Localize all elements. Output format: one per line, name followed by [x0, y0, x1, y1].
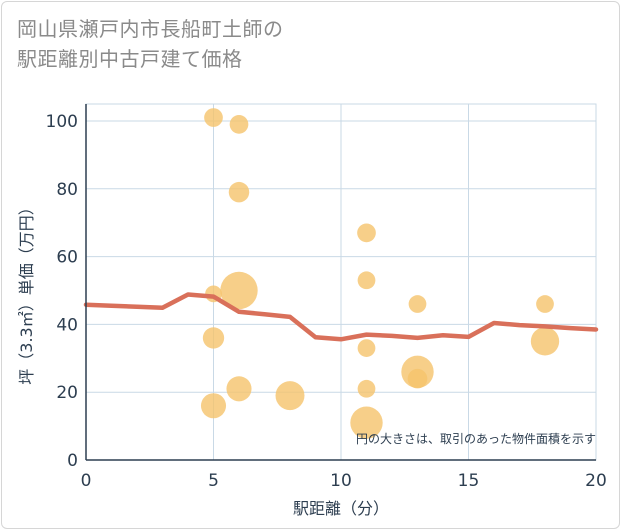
y-axis-title: 坪（3.3㎡）単価（万円）	[17, 199, 36, 384]
x-tick-label: 0	[81, 471, 92, 491]
data-point	[357, 339, 376, 357]
data-point	[275, 381, 305, 411]
x-axis-title: 駅距離（分）	[293, 499, 389, 518]
axes	[85, 104, 596, 461]
y-tick-label: 100	[46, 112, 78, 132]
data-point	[407, 368, 428, 389]
grid-lines	[85, 103, 597, 461]
tick-labels: 0 20 40 60 80 100 0 5 10 15 20	[46, 112, 607, 491]
data-point	[408, 295, 427, 313]
data-point	[357, 223, 376, 243]
chart-title: 岡山県瀬戸内市長船町土師の 駅距離別中古戸建て価格	[17, 14, 597, 74]
chart-title-line-2: 駅距離別中古戸建て価格	[17, 47, 243, 71]
chart-title-line-1: 岡山県瀬戸内市長船町土師の	[17, 17, 284, 41]
x-tick-label: 5	[208, 471, 219, 491]
data-point	[220, 271, 258, 310]
bubble-layer	[200, 108, 560, 439]
data-point	[357, 379, 376, 398]
trend-line-layer	[83, 292, 599, 342]
data-point	[200, 393, 227, 419]
y-tick-label: 80	[56, 180, 78, 200]
y-tick-label: 20	[56, 383, 78, 403]
x-tick-label: 15	[458, 471, 480, 491]
x-tick-label: 10	[330, 471, 352, 491]
data-point	[204, 108, 223, 127]
size-annotation: 円の大きさは、取引のあった物件面積を示す	[356, 431, 596, 446]
data-point	[350, 406, 383, 439]
data-point	[202, 327, 225, 349]
data-point	[530, 327, 560, 356]
data-point	[229, 114, 249, 134]
data-point	[226, 376, 252, 402]
y-tick-label: 60	[56, 248, 78, 268]
x-tick-label: 20	[585, 471, 607, 491]
trend-line	[83, 292, 599, 342]
data-point	[357, 271, 376, 290]
data-point	[536, 295, 554, 313]
y-tick-label: 40	[56, 315, 78, 335]
y-tick-label: 0	[67, 451, 78, 471]
data-point	[228, 181, 250, 203]
